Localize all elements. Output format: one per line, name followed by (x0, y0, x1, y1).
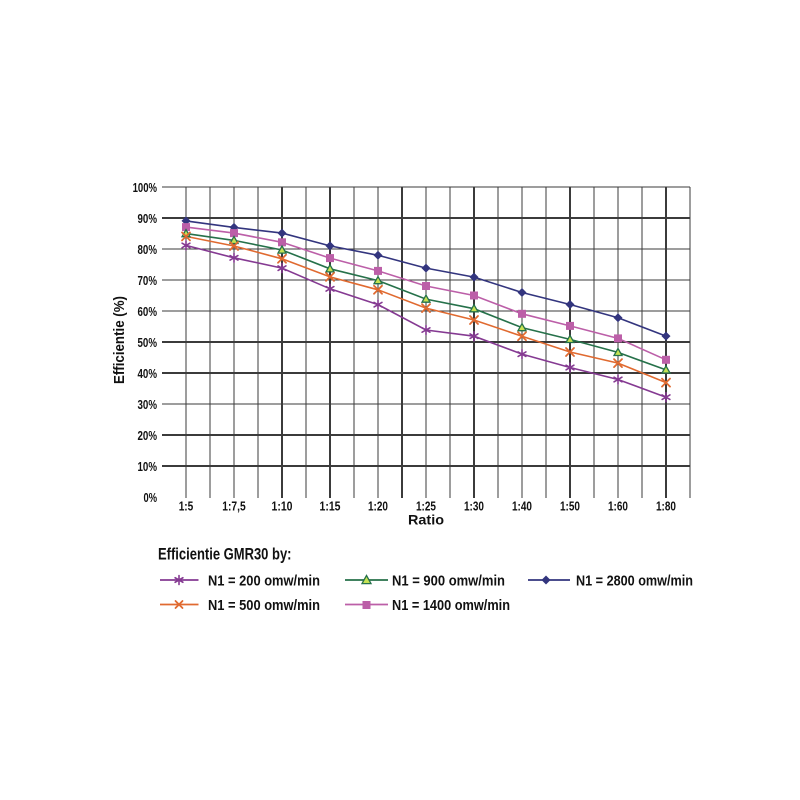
svg-text:Ratio: Ratio (408, 512, 444, 528)
svg-text:1:10: 1:10 (272, 499, 293, 514)
svg-text:30%: 30% (138, 397, 158, 412)
svg-text:1:20: 1:20 (368, 499, 388, 514)
svg-text:N1 = 500 omw/min: N1 = 500 omw/min (208, 598, 320, 614)
svg-text:1:25: 1:25 (416, 499, 436, 514)
svg-text:Efficientie (%): Efficientie (%) (111, 296, 128, 384)
svg-text:N1 = 900 omw/min: N1 = 900 omw/min (392, 574, 505, 590)
svg-text:1:40: 1:40 (512, 499, 532, 514)
svg-text:1:50: 1:50 (560, 499, 580, 514)
svg-text:80%: 80% (138, 242, 158, 257)
svg-text:1:30: 1:30 (464, 499, 484, 514)
svg-text:Efficientie GMR30 by:: Efficientie GMR30 by: (158, 545, 292, 564)
svg-text:60%: 60% (138, 304, 158, 319)
svg-text:1:80: 1:80 (656, 499, 676, 514)
svg-text:N1 = 2800 omw/min: N1 = 2800 omw/min (576, 574, 693, 590)
svg-text:N1 = 200 omw/min: N1 = 200 omw/min (208, 574, 320, 590)
svg-text:50%: 50% (138, 335, 158, 350)
svg-text:100%: 100% (133, 180, 158, 195)
svg-text:40%: 40% (138, 366, 158, 381)
svg-text:10%: 10% (138, 459, 158, 474)
svg-text:1:15: 1:15 (320, 499, 341, 514)
svg-text:90%: 90% (138, 211, 158, 226)
svg-text:1:5: 1:5 (179, 499, 194, 514)
svg-text:0%: 0% (144, 490, 158, 505)
svg-text:N1 = 1400 omw/min: N1 = 1400 omw/min (392, 598, 510, 614)
svg-text:70%: 70% (138, 273, 158, 288)
svg-text:20%: 20% (138, 428, 158, 443)
svg-text:1:60: 1:60 (608, 499, 628, 514)
svg-text:1:7,5: 1:7,5 (222, 499, 245, 514)
